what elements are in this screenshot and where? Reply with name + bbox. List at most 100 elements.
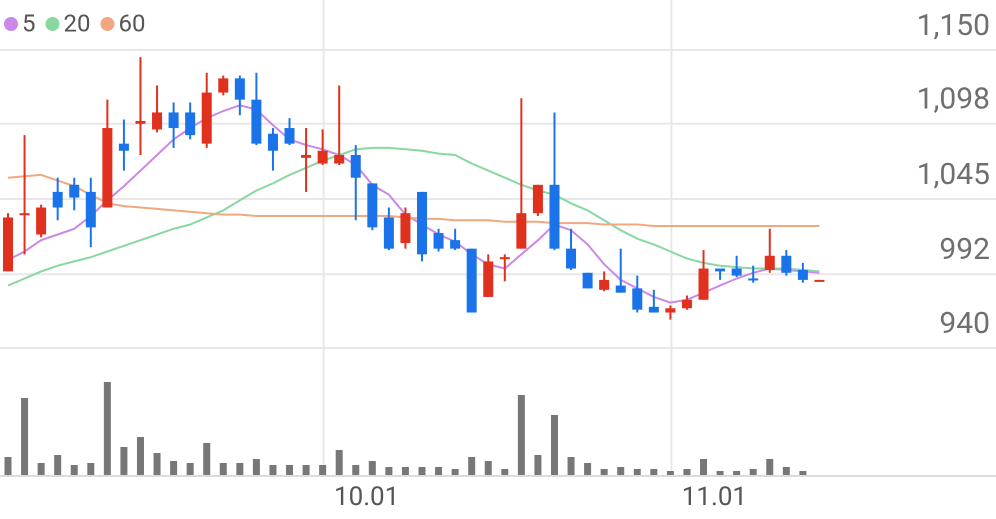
candle-body xyxy=(532,184,543,214)
volume-bar xyxy=(4,457,12,475)
candle-body xyxy=(168,112,179,129)
candle-body xyxy=(218,78,229,93)
volume-bar xyxy=(87,463,95,475)
candle-body xyxy=(483,261,494,297)
legend-label: 60 xyxy=(118,9,145,37)
volume-bar xyxy=(170,461,178,475)
x-tick-label: 11.01 xyxy=(682,482,747,512)
candle-body xyxy=(417,191,427,255)
candle-body xyxy=(731,268,742,276)
candle-body xyxy=(615,285,626,293)
candle-body xyxy=(433,233,444,249)
candle-body xyxy=(85,191,96,228)
candle-body xyxy=(632,288,643,310)
volume-bar xyxy=(136,437,144,475)
volume-bar xyxy=(501,469,509,475)
candle-body xyxy=(715,268,726,272)
volume-bar xyxy=(37,463,45,475)
candle-body xyxy=(102,128,113,208)
volume-bar xyxy=(617,467,625,475)
moving-average-line xyxy=(7,173,820,227)
candle-body xyxy=(681,299,692,309)
moving-average-line xyxy=(7,146,820,287)
volume-bar xyxy=(517,395,525,475)
y-tick-label: 992 xyxy=(939,232,990,267)
candle-body xyxy=(36,207,47,235)
candle-body xyxy=(814,279,825,282)
volume-bar xyxy=(550,415,558,475)
volume-bar xyxy=(153,453,161,475)
candle-body xyxy=(648,306,659,313)
x-tick-label: 10.01 xyxy=(334,482,399,512)
legend-marker xyxy=(100,17,115,31)
candle-body xyxy=(118,143,129,151)
volume-bar xyxy=(435,467,443,475)
volume-bar xyxy=(600,469,608,475)
volume-bar xyxy=(236,463,244,475)
volume-bar xyxy=(252,459,260,475)
volume-bar xyxy=(700,459,708,475)
candle-body xyxy=(781,255,792,273)
volume-bar xyxy=(534,455,542,475)
candle-body xyxy=(450,240,461,249)
volume-bar xyxy=(186,463,194,475)
candle-body xyxy=(764,255,775,270)
candle-body xyxy=(698,268,709,300)
volume-bar xyxy=(716,471,724,475)
volume-bar xyxy=(302,465,310,475)
candle-body xyxy=(3,217,13,272)
candle-body xyxy=(499,257,510,260)
volume-bar xyxy=(21,398,29,475)
volume-bar xyxy=(269,465,277,475)
volume-bar xyxy=(468,457,476,475)
volume-bar xyxy=(385,467,393,475)
volume-bar xyxy=(799,471,807,475)
candle-body xyxy=(400,213,411,243)
candle-body xyxy=(152,112,163,130)
volume-bar xyxy=(70,465,78,475)
volume-bar xyxy=(368,461,376,475)
candle-body xyxy=(135,120,146,124)
volume-bar xyxy=(782,467,790,475)
volume-bar xyxy=(418,467,426,475)
y-tick-label: 940 xyxy=(939,306,990,341)
candle-body xyxy=(350,155,361,178)
volume-bar xyxy=(683,469,691,475)
volume-bar xyxy=(103,382,111,475)
volume-bar xyxy=(352,465,360,475)
candle-body xyxy=(566,248,577,269)
candle-body xyxy=(665,308,676,313)
volume-bar xyxy=(335,450,343,475)
volume-bar xyxy=(633,469,641,475)
candle-body xyxy=(251,99,262,144)
y-tick-label: 1,098 xyxy=(917,82,990,117)
volume-bar xyxy=(766,459,774,475)
legend-marker xyxy=(45,17,60,31)
candle-body xyxy=(516,213,527,249)
volume-bar xyxy=(484,461,492,475)
volume-bar xyxy=(286,465,294,475)
candle-body xyxy=(383,217,394,249)
candle-body xyxy=(367,183,378,228)
volume-bar xyxy=(54,455,62,475)
candle-body xyxy=(201,92,212,144)
volume-bar xyxy=(584,463,592,475)
volume-bar xyxy=(666,471,674,475)
candle-body xyxy=(549,184,560,249)
candle-body xyxy=(599,279,610,290)
candle-body xyxy=(317,150,328,164)
legend-marker xyxy=(4,17,18,31)
volume-bar xyxy=(749,469,757,475)
volume-bar xyxy=(120,447,128,475)
volume-bar xyxy=(650,469,658,475)
volume-bar xyxy=(567,457,575,475)
candle-body xyxy=(284,128,295,144)
y-tick-label: 1,045 xyxy=(917,157,990,192)
volume-bar xyxy=(219,463,227,475)
moving-average-line xyxy=(7,104,820,304)
candle-body xyxy=(185,112,196,136)
legend-label: 5 xyxy=(22,9,36,37)
candle-body xyxy=(797,269,808,280)
legend-label: 20 xyxy=(64,9,91,37)
